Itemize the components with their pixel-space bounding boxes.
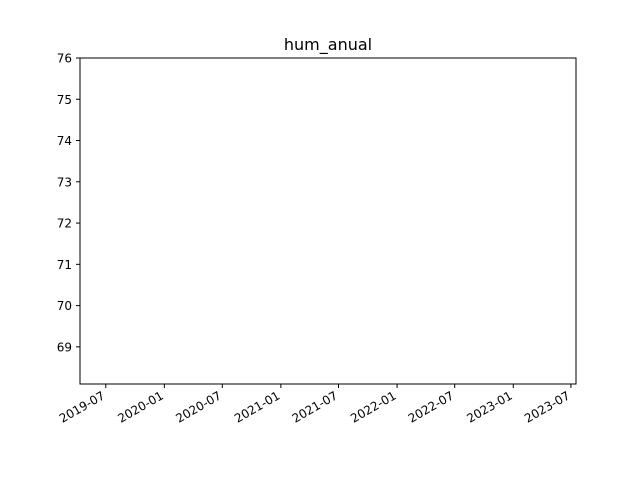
y-tick-label: 71 (57, 258, 72, 272)
y-tick-label: 76 (57, 52, 72, 66)
y-tick-label: 70 (57, 299, 72, 313)
y-axis: 69 70 71 72 73 74 75 76 (57, 52, 80, 354)
plot-area (80, 58, 576, 384)
y-tick-label: 73 (57, 175, 72, 189)
y-tick-label: 72 (57, 217, 72, 231)
y-tick-label: 69 (57, 340, 72, 354)
y-tick-label: 74 (57, 134, 72, 148)
plot-frame (79, 57, 577, 385)
y-tick-label: 75 (57, 93, 72, 107)
chart-title: hum_anual (284, 35, 372, 55)
